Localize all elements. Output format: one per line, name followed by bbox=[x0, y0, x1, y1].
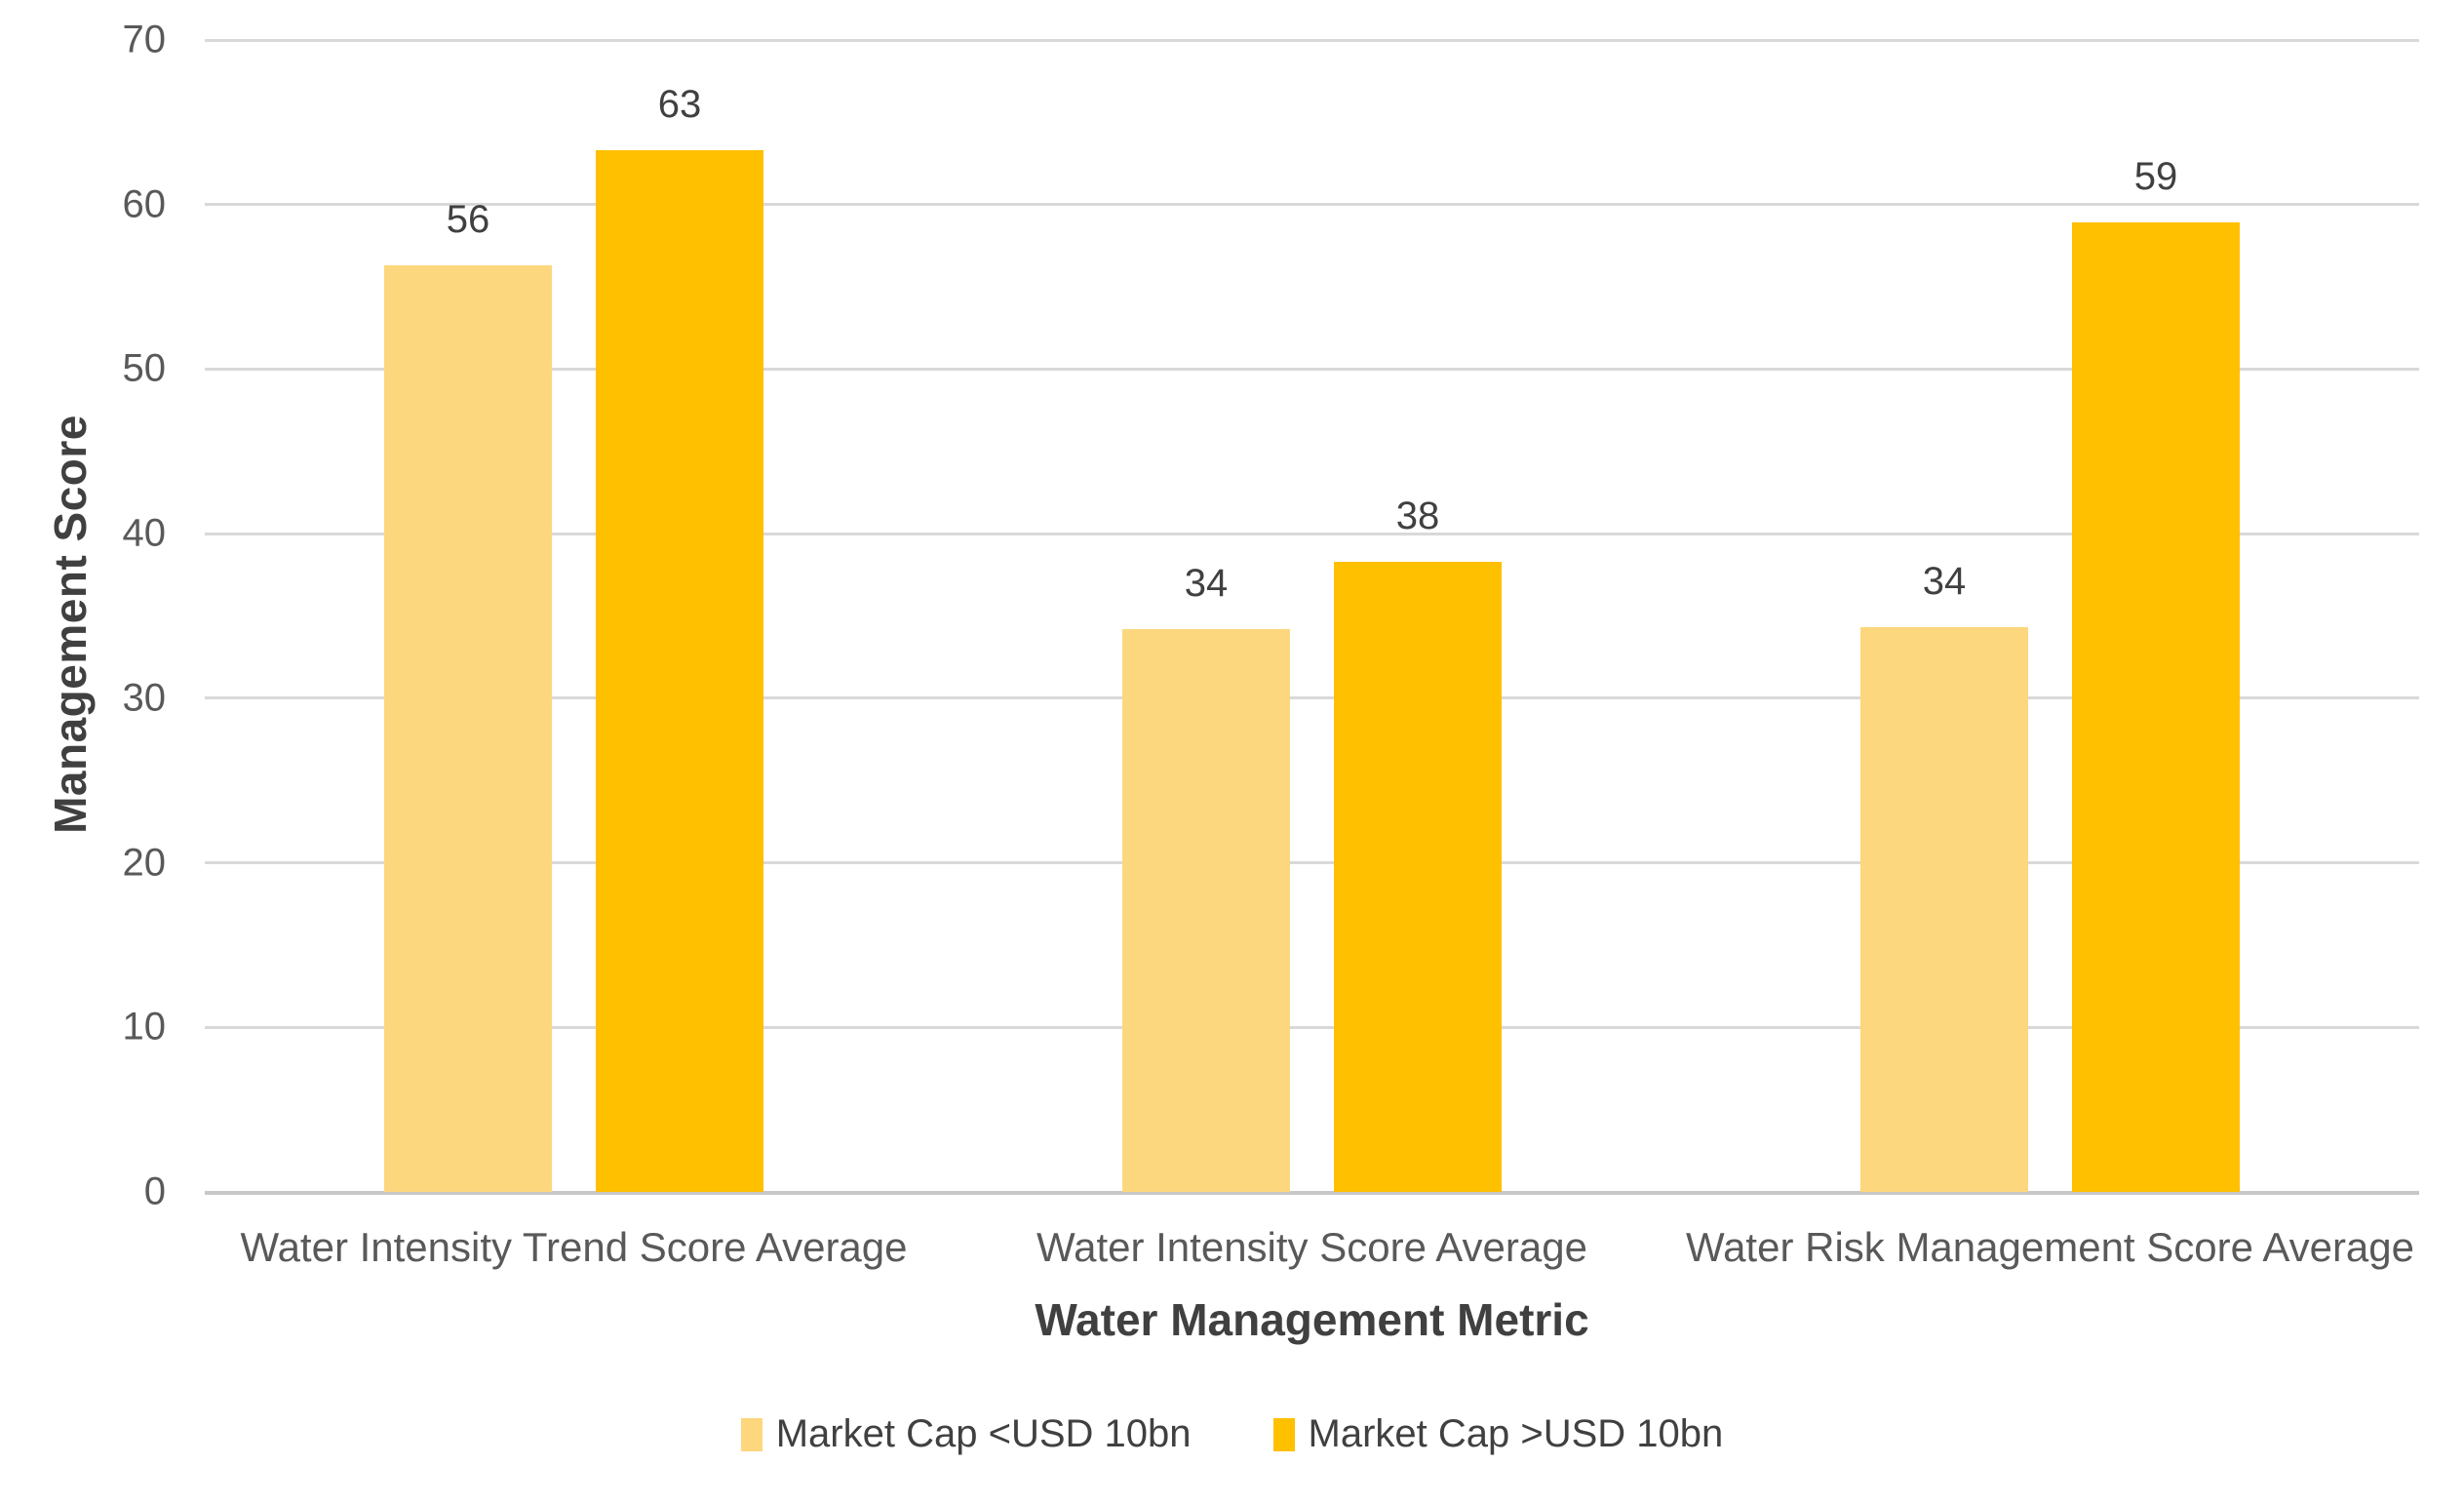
bar-series-0-category-2 bbox=[1860, 627, 2028, 1192]
y-tick-label: 10 bbox=[122, 1005, 167, 1049]
y-tick-label: 0 bbox=[143, 1169, 166, 1213]
y-tick-label: 50 bbox=[122, 346, 167, 390]
legend-label: Market Cap <USD 10bn bbox=[775, 1412, 1192, 1455]
bar-column: 56 bbox=[384, 198, 552, 1192]
bar-series-0-category-1 bbox=[1122, 629, 1290, 1192]
bar-column: 59 bbox=[2072, 155, 2240, 1192]
legend-item: Market Cap >USD 10bn bbox=[1272, 1412, 1724, 1456]
bar-column: 63 bbox=[596, 83, 763, 1192]
category-label: Water Risk Management Score Average bbox=[1685, 1224, 2415, 1270]
category-label: Water Intensity Trend Score Average bbox=[240, 1224, 908, 1270]
bar-group: 34 38 bbox=[943, 40, 1681, 1192]
legend: Market Cap <USD 10bn Market Cap >USD 10bn bbox=[0, 1412, 2464, 1456]
bar-group: 34 59 bbox=[1681, 40, 2419, 1192]
y-tick-label: 20 bbox=[122, 841, 167, 885]
gridline-y-40 bbox=[205, 532, 2419, 535]
gridline-y-30 bbox=[205, 696, 2419, 700]
bar-series-0-category-0 bbox=[384, 265, 552, 1192]
gridline-y-20 bbox=[205, 861, 2419, 865]
legend-swatch-icon bbox=[1272, 1417, 1295, 1451]
legend-item: Market Cap <USD 10bn bbox=[740, 1412, 1192, 1456]
bar-series-1-category-0 bbox=[596, 150, 763, 1192]
gridline-y-70 bbox=[205, 38, 2419, 42]
y-tick-label: 60 bbox=[122, 182, 167, 226]
bar-series-1-category-1 bbox=[1334, 561, 1502, 1192]
gridline-y-10 bbox=[205, 1025, 2419, 1029]
y-tick-label: 30 bbox=[122, 676, 167, 720]
legend-swatch-icon bbox=[740, 1417, 763, 1451]
bar-group: 56 63 bbox=[205, 40, 943, 1192]
bar-value-label: 63 bbox=[657, 83, 702, 127]
y-tick-label: 70 bbox=[122, 18, 167, 61]
bar-value-label: 56 bbox=[446, 198, 490, 242]
gridline-y-50 bbox=[205, 367, 2419, 371]
bar-value-label: 34 bbox=[1184, 562, 1229, 605]
bar-value-label: 38 bbox=[1395, 494, 1440, 537]
gridline-y-0 bbox=[205, 1190, 2419, 1195]
bar-value-label: 34 bbox=[1922, 560, 1967, 604]
bar-column: 38 bbox=[1334, 495, 1502, 1192]
bar-column: 34 bbox=[1860, 560, 2028, 1192]
bar-column: 34 bbox=[1122, 562, 1290, 1192]
category-label: Water Intensity Score Average bbox=[1036, 1224, 1587, 1270]
bar-series-1-category-2 bbox=[2072, 222, 2240, 1192]
bar-value-label: 59 bbox=[2133, 155, 2178, 199]
legend-label: Market Cap >USD 10bn bbox=[1308, 1412, 1724, 1455]
y-tick-label: 40 bbox=[122, 511, 167, 555]
gridline-y-60 bbox=[205, 203, 2419, 207]
y-axis-title: Management Score bbox=[45, 415, 96, 834]
x-axis-title: Water Management Metric bbox=[1035, 1294, 1589, 1345]
